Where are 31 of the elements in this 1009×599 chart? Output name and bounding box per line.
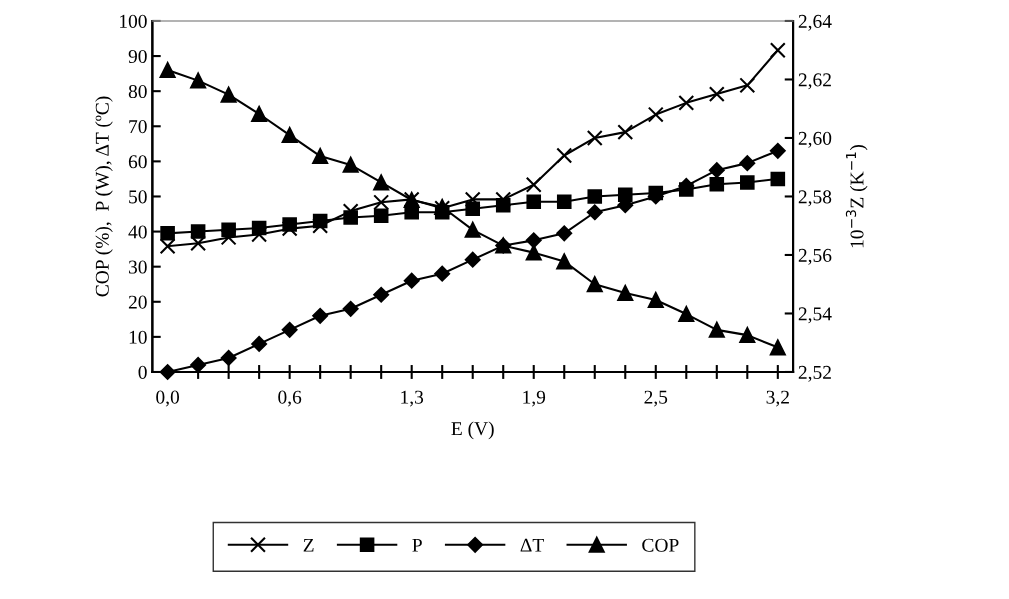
x-tick-label: 2,5: [644, 390, 668, 407]
y-tick-label: 30: [128, 260, 147, 274]
y-tick-label: 100: [120, 14, 147, 28]
y-tick-label: 20: [128, 295, 147, 309]
x-tick-label: 1,9: [523, 390, 546, 407]
legend-label: P: [412, 538, 422, 552]
x-tick-label: 3,2: [766, 390, 789, 407]
y-tick-label: 90: [128, 49, 147, 63]
y-tick-label: 0: [138, 365, 147, 379]
y-axis-title: COP (%), P (W), ΔT (ºC): [95, 96, 113, 297]
x-tick-label: 1,3: [401, 390, 424, 407]
y2-tick-label: 2,62: [798, 73, 831, 90]
legend-label: ΔT: [520, 538, 544, 552]
y-tick-label: 80: [128, 84, 147, 99]
x-tick-label: 0,0: [156, 390, 180, 407]
x-tick-label: 0,6: [278, 390, 302, 407]
y2-axis-title: 10$^{−3}$Z (K$^{−1}$): [845, 144, 868, 248]
x-axis-title: E (V): [451, 421, 494, 440]
y2-tick-label: 2,58: [798, 190, 832, 207]
y-tick-label: 70: [129, 120, 147, 134]
legend-label: COP: [642, 538, 679, 552]
y2-tick-label: 2,64: [798, 14, 832, 31]
y2-tick-label: 2,56: [798, 248, 832, 265]
y-tick-label: 50: [129, 190, 147, 204]
y2-tick-label: 2,52: [798, 365, 831, 382]
legend-label: Z: [303, 538, 314, 552]
y-tick-label: 60: [128, 155, 147, 169]
y2-tick-label: 2,60: [798, 131, 832, 148]
y2-tick-label: 2,54: [798, 307, 832, 324]
y-tick-label: 10: [129, 330, 147, 344]
y-tick-label: 40: [128, 225, 147, 239]
